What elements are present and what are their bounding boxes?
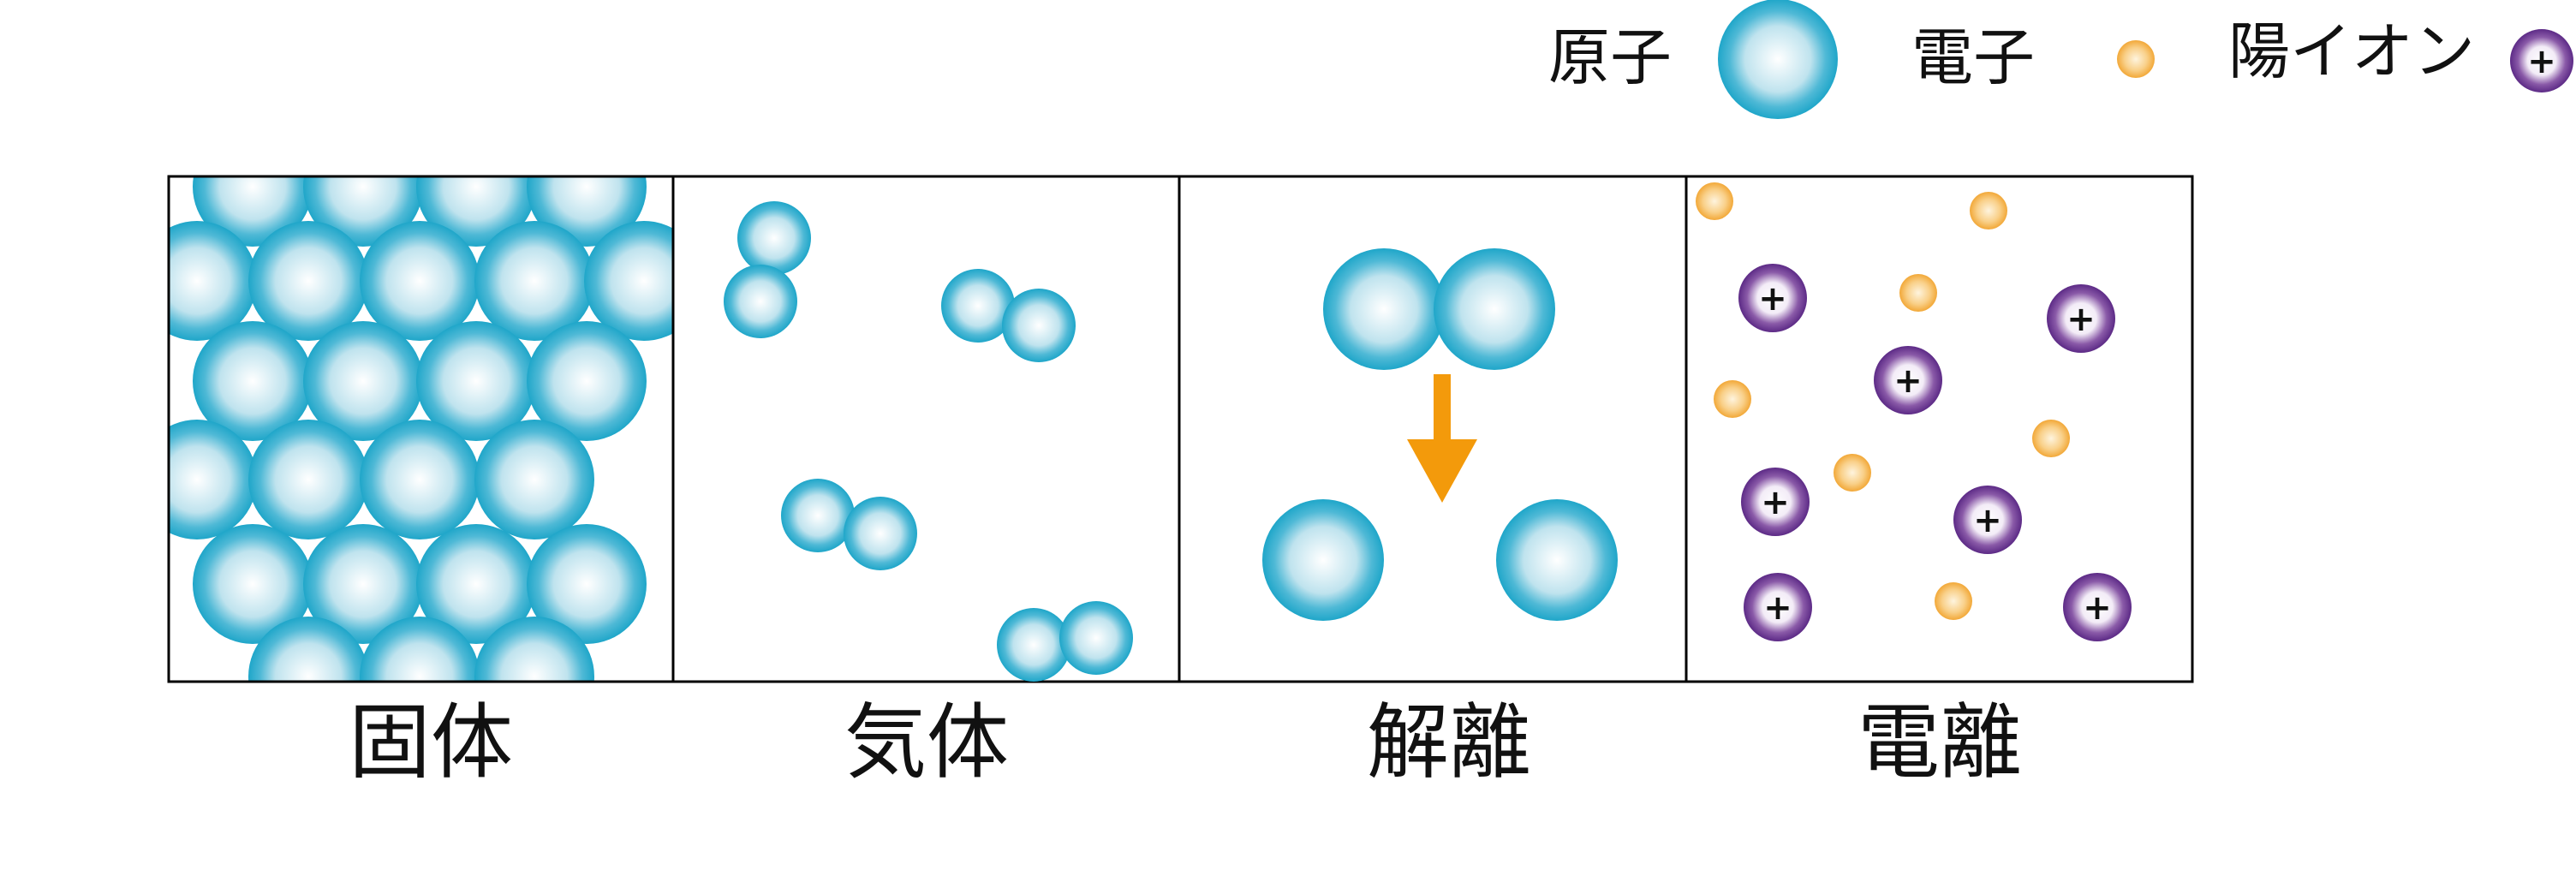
- cation: +: [1741, 468, 1810, 536]
- cation: +: [2047, 284, 2115, 353]
- cation-plus-sign: +: [2066, 300, 2096, 339]
- atom: [844, 497, 917, 570]
- atom: [416, 321, 536, 441]
- legend-cation-icon: +: [2510, 29, 2573, 92]
- cation-plus-sign: +: [1893, 361, 1923, 401]
- atom: [248, 221, 368, 341]
- solid-atoms: [169, 176, 673, 682]
- panel-dissociation-label: 解離: [1367, 694, 1531, 790]
- atom: [193, 524, 313, 644]
- atom: [248, 617, 368, 682]
- cation-plus-sign: +: [1758, 279, 1787, 319]
- gas-molecule: [724, 201, 811, 338]
- atom: [303, 524, 423, 644]
- atom: [584, 221, 673, 341]
- legend-electron-label: 電子: [1911, 21, 2035, 93]
- cation: +: [1874, 346, 1942, 414]
- atom: [248, 420, 368, 539]
- atom: [737, 201, 811, 275]
- electron: [1935, 582, 1972, 620]
- electron: [2032, 420, 2070, 457]
- diatomic-molecule: [1323, 248, 1555, 370]
- cation: +: [1738, 264, 1807, 332]
- atom: [303, 321, 423, 441]
- gas-molecule: [781, 479, 917, 570]
- panel-ionization: + + + + + + + 電離: [1685, 175, 2194, 790]
- legend-atom-icon: [1718, 0, 1838, 119]
- atom: [1059, 601, 1133, 675]
- panel-ionization-label: 電離: [1857, 694, 2022, 790]
- cation: +: [1744, 573, 1812, 641]
- panel-solid-label: 固体: [349, 694, 513, 790]
- gas-molecule: [997, 601, 1133, 682]
- atom: [941, 269, 1015, 343]
- atom: [724, 265, 797, 338]
- atom: [997, 608, 1070, 682]
- atom: [527, 524, 647, 644]
- atom: [169, 420, 257, 539]
- electron: [1899, 274, 1937, 312]
- legend-cation-label: 陽イオン: [2228, 15, 2475, 87]
- atom: [1262, 499, 1384, 621]
- down-arrow-icon: [1407, 374, 1477, 503]
- atom: [360, 221, 480, 341]
- legend-atom-label: 原子: [1548, 21, 1672, 93]
- atom: [781, 479, 855, 552]
- legend: 原子 電子 陽イオン +: [1548, 0, 2573, 119]
- atom: [169, 221, 257, 341]
- electron: [1696, 182, 1733, 220]
- electron: [1714, 380, 1751, 418]
- panel-ionization-frame: [1685, 175, 2194, 683]
- cation-plus-sign: +: [1761, 483, 1790, 522]
- legend-electron-icon: [2117, 40, 2155, 78]
- atom: [474, 617, 594, 682]
- cation-plus-sign: +: [1973, 501, 2002, 540]
- atom: [193, 321, 313, 441]
- gas-molecule: [941, 269, 1076, 362]
- panel-dissociation: 解離: [1178, 175, 1688, 790]
- cation-plus-sign: +: [1763, 588, 1792, 628]
- atom: [1323, 248, 1445, 370]
- ionization-particles: + + + + + + +: [1696, 182, 2132, 641]
- atom: [1002, 289, 1076, 362]
- atom: [1496, 499, 1618, 621]
- atom: [1434, 248, 1555, 370]
- atom: [416, 524, 536, 644]
- panel-solid: 固体: [167, 175, 675, 790]
- electron: [1970, 192, 2007, 229]
- atom: [360, 420, 480, 539]
- electron: [1834, 454, 1871, 492]
- panel-gas-label: 気体: [844, 694, 1009, 790]
- panel-gas: 気体: [671, 175, 1181, 790]
- cation: +: [2063, 573, 2132, 641]
- svg-text:+: +: [2527, 42, 2556, 81]
- atom: [527, 321, 647, 441]
- atom: [474, 221, 594, 341]
- cation-plus-sign: +: [2083, 588, 2112, 628]
- cation: +: [1953, 486, 2022, 554]
- atom: [360, 617, 480, 682]
- panel-dissociation-frame: [1178, 175, 1688, 683]
- atom: [474, 420, 594, 539]
